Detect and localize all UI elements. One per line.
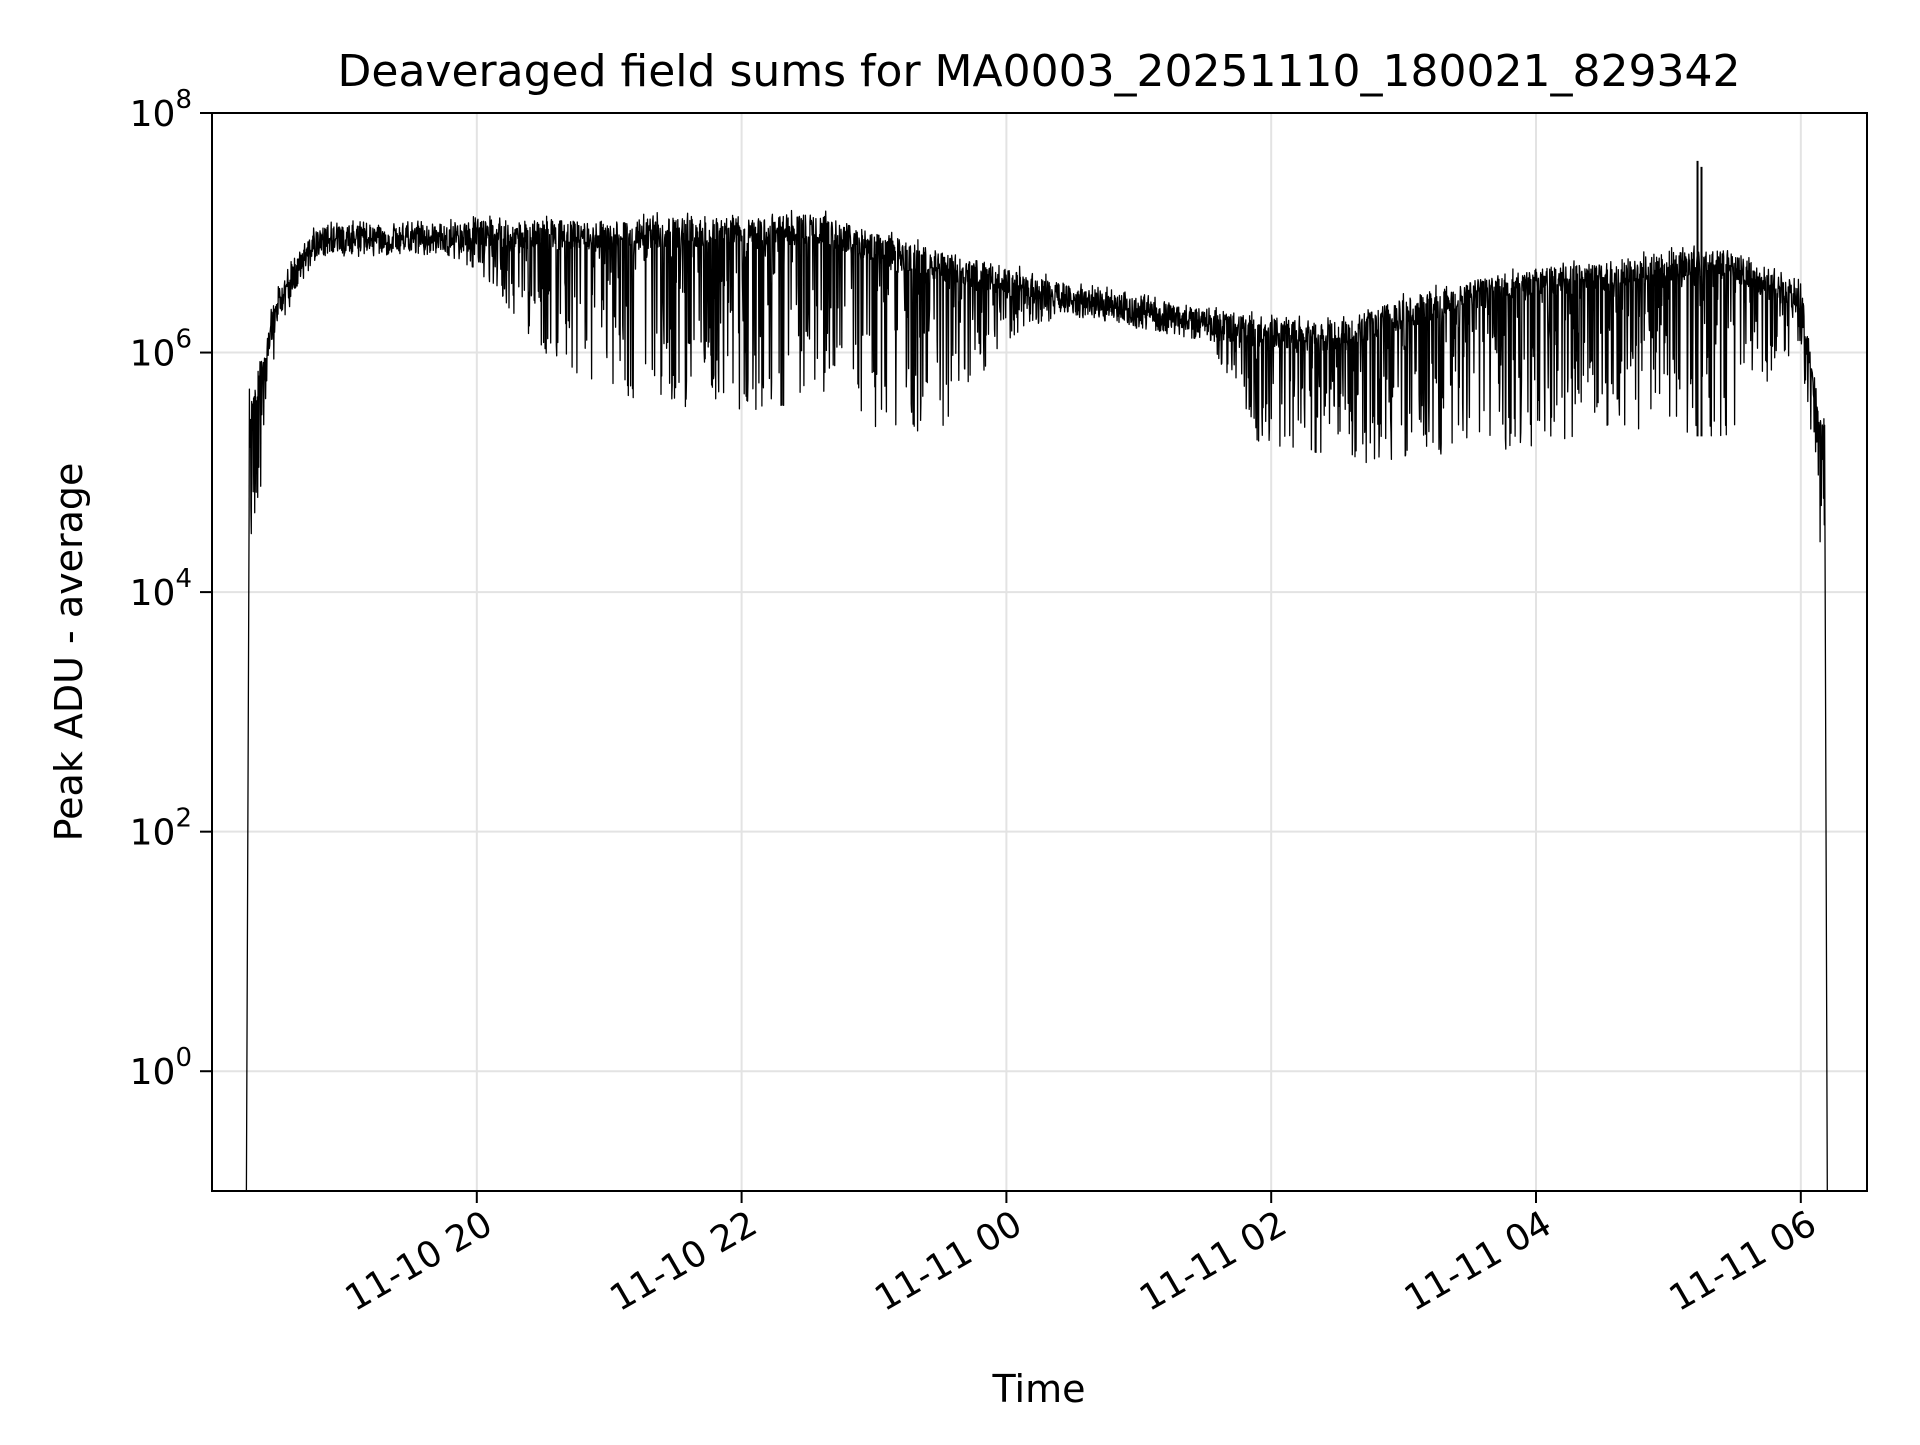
y-tick-label: 102 [130, 804, 192, 854]
series-layer [245, 160, 1828, 1192]
y-tick-label: 108 [130, 85, 192, 135]
y-tick-label: 104 [130, 564, 192, 614]
x-axis-label: Time [992, 1367, 1086, 1411]
chart-title: Deaveraged field sums for MA0003_2025111… [338, 46, 1741, 97]
y-tick-label: 106 [130, 325, 192, 375]
plot-area-frame [211, 112, 1868, 1192]
y-tick-label: 100 [130, 1043, 192, 1093]
series-line [245, 209, 1828, 1192]
y-axis-label: Peak ADU - average [47, 463, 91, 842]
